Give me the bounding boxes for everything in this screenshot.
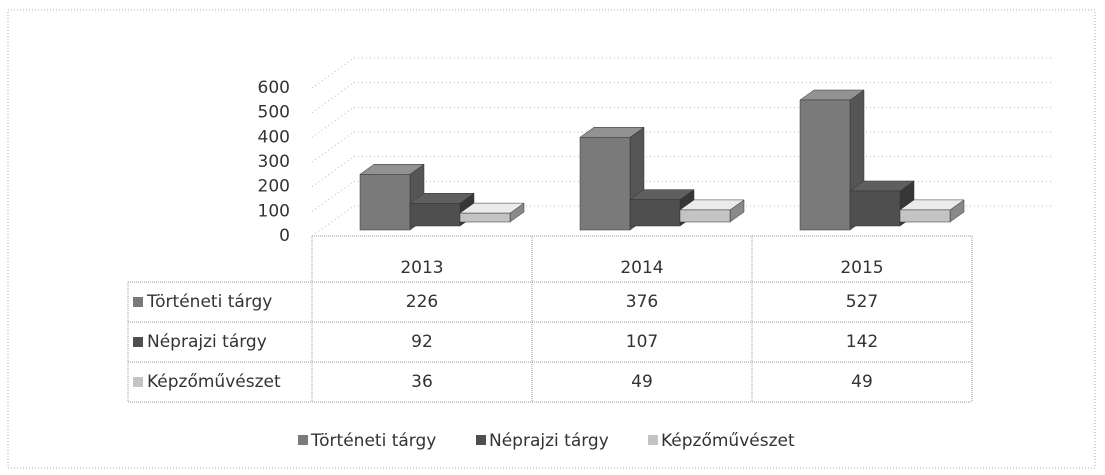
table-row-label: Képzőművészet bbox=[147, 372, 281, 392]
table-value: 226 bbox=[406, 292, 438, 312]
y-tick-label: 300 bbox=[258, 152, 290, 172]
grid-line bbox=[311, 82, 355, 114]
chart-border bbox=[7, 9, 1096, 469]
legend-swatch bbox=[648, 435, 658, 445]
grid-line bbox=[311, 180, 355, 212]
grid-line bbox=[311, 156, 355, 188]
y-tick-label: 0 bbox=[279, 226, 290, 246]
table-header: 2014 bbox=[620, 258, 663, 278]
bar bbox=[849, 190, 901, 227]
bar bbox=[579, 137, 631, 231]
legend-label: Történeti tárgy bbox=[310, 431, 436, 451]
grid-line bbox=[311, 205, 355, 237]
bar bbox=[409, 203, 461, 227]
bar bbox=[359, 174, 411, 231]
table-value: 527 bbox=[846, 292, 878, 312]
table-value: 36 bbox=[411, 372, 433, 392]
table-value: 92 bbox=[411, 332, 433, 352]
bar bbox=[799, 99, 851, 231]
y-tick-label: 400 bbox=[258, 127, 290, 147]
y-tick-label: 100 bbox=[258, 201, 290, 221]
table-swatch bbox=[133, 337, 143, 347]
bar bbox=[899, 209, 951, 223]
y-tick-label: 500 bbox=[258, 103, 290, 123]
table-header: 2015 bbox=[840, 258, 883, 278]
table-swatch bbox=[133, 297, 143, 307]
bar bbox=[459, 212, 511, 223]
legend-swatch bbox=[298, 435, 308, 445]
table-value: 49 bbox=[631, 372, 653, 392]
grid-line bbox=[311, 106, 355, 138]
table-value: 107 bbox=[626, 332, 658, 352]
table-value: 376 bbox=[626, 292, 658, 312]
y-tick-label: 600 bbox=[258, 78, 290, 98]
table-row-label: Történeti tárgy bbox=[146, 292, 272, 312]
table-header: 2013 bbox=[400, 258, 443, 278]
grid-line bbox=[311, 57, 355, 89]
legend-label: Néprajzi tárgy bbox=[489, 431, 609, 451]
y-tick-label: 200 bbox=[258, 177, 290, 197]
table-value: 142 bbox=[846, 332, 878, 352]
grid-line bbox=[311, 131, 355, 163]
legend-swatch bbox=[476, 435, 486, 445]
legend-label: Képzőművészet bbox=[661, 431, 795, 451]
table-swatch bbox=[133, 377, 143, 387]
bar bbox=[679, 209, 731, 223]
table-value: 49 bbox=[851, 372, 873, 392]
bar bbox=[629, 199, 681, 227]
table-row-label: Néprajzi tárgy bbox=[147, 332, 267, 352]
